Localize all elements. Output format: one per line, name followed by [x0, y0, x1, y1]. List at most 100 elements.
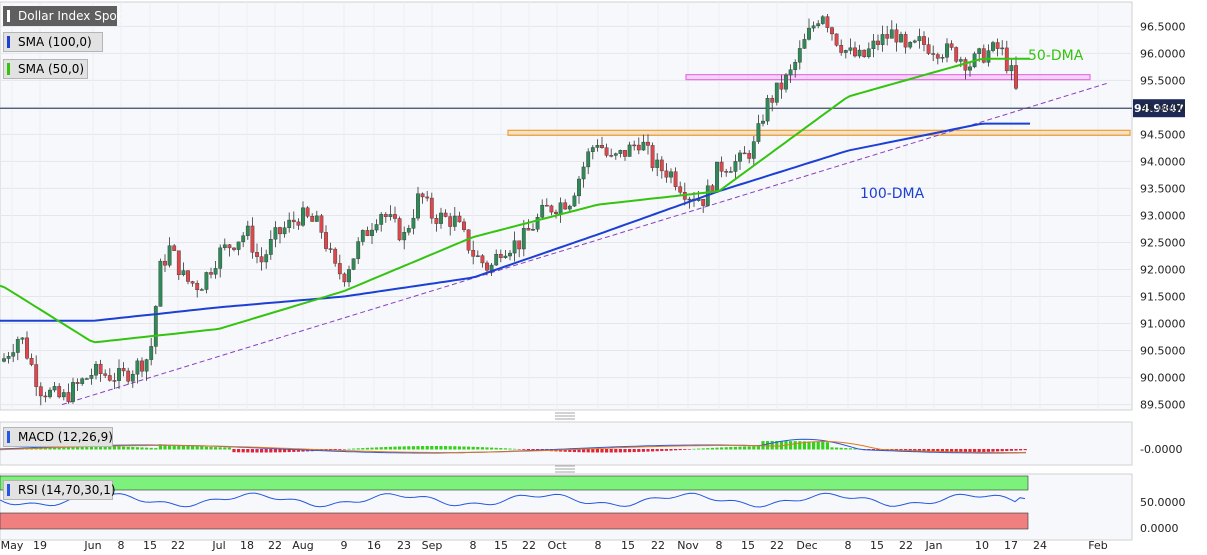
legend-sma100: SMA (100,0) [3, 32, 103, 52]
macd-histogram-bar [260, 449, 264, 453]
macd-histogram-bar [296, 449, 300, 452]
x-tick-label: Aug [292, 539, 313, 552]
macd-histogram-bar [793, 441, 797, 450]
grid [0, 1, 1133, 541]
candle-body [1009, 65, 1014, 72]
candle-body [130, 373, 135, 382]
macd-histogram-bar [434, 446, 438, 450]
candle-body [659, 159, 664, 172]
macd-histogram-bar [641, 449, 645, 452]
candle-body [701, 198, 706, 206]
candle-body [25, 337, 29, 359]
candle-body [347, 269, 351, 283]
macd-histogram-bar [669, 449, 673, 451]
candle-body [149, 346, 154, 360]
macd-histogram-bar [209, 446, 213, 450]
macd-histogram-bar [384, 446, 388, 450]
y-tick-label: 96.5000 [1140, 20, 1186, 33]
macd-histogram-bar [927, 449, 931, 453]
macd-histogram-bar [186, 445, 190, 450]
candle-body [66, 392, 71, 402]
macd-histogram-bar [697, 448, 701, 450]
macd-histogram-bar [706, 448, 710, 450]
macd-histogram-bar [467, 446, 471, 450]
candle-body [48, 389, 52, 398]
y-tick-label: 94.5000 [1140, 128, 1186, 141]
candle-body [853, 47, 857, 57]
x-tick-label: 8 [845, 539, 852, 552]
macd-histogram-bar [388, 446, 392, 450]
macd-histogram-bar [241, 449, 245, 453]
macd-histogram-bar [108, 446, 112, 450]
candle-body [75, 382, 80, 384]
x-tick-label: 10 [975, 539, 989, 552]
rsi-overbought-zone [0, 475, 1029, 491]
macd-histogram-bar [117, 446, 121, 450]
candle-body [98, 363, 103, 374]
macd-histogram-bar [1005, 449, 1009, 452]
candle-body [770, 98, 775, 103]
x-tick-label: 15 [870, 539, 884, 552]
x-tick-label: 23 [397, 539, 411, 552]
candle-body [963, 59, 968, 71]
candle-body [508, 252, 512, 257]
x-tick-label: 22 [651, 539, 665, 552]
candle-body [623, 150, 627, 157]
macd-histogram-bar [457, 446, 461, 450]
macd-histogram-bar [112, 446, 116, 450]
macd-histogram-bar [485, 447, 489, 450]
candle-body [885, 34, 890, 39]
candle-body [328, 248, 333, 250]
macd-histogram-bar [480, 447, 484, 450]
macd-histogram-bar [968, 449, 972, 453]
macd-histogram-bar [361, 448, 365, 450]
rsi-line [0, 492, 1026, 508]
macd-histogram-bar [531, 449, 535, 451]
candle-body [710, 185, 715, 192]
macd-histogram-bar [623, 449, 627, 453]
candle-body [291, 219, 296, 223]
candle-body [264, 254, 269, 263]
candle-body [29, 358, 34, 365]
candle-body [581, 166, 586, 180]
macd-histogram-bar [683, 449, 687, 450]
candle-body [586, 151, 591, 168]
candle-body [655, 159, 660, 168]
candle-body [245, 225, 250, 236]
macd-histogram-bar [871, 449, 875, 451]
legend-sma50: SMA (50,0) [3, 59, 88, 79]
macd-histogram-bar [347, 448, 351, 450]
candle-body [112, 380, 117, 382]
candle-body [61, 392, 66, 398]
candle-body [241, 235, 246, 243]
macd-histogram-bar [145, 447, 149, 450]
candle-body [324, 232, 328, 249]
candle-body [153, 306, 158, 347]
x-tick-label: 18 [240, 539, 254, 552]
macd-histogram-bar [80, 446, 84, 450]
macd-histogram-bar [724, 447, 728, 450]
macd-histogram-bar [444, 446, 448, 450]
candle-body [600, 145, 604, 148]
candle-body [411, 217, 416, 229]
candle-body [319, 215, 324, 233]
candle-body [15, 339, 20, 353]
macd-histogram-bar [356, 448, 360, 450]
macd-histogram-bar [729, 447, 733, 450]
macd-histogram-bar [490, 447, 494, 450]
candle-body [650, 145, 655, 168]
macd-histogram-bar [664, 449, 668, 451]
candle-body [839, 45, 844, 53]
candle-body [664, 170, 669, 178]
candle-body [816, 23, 821, 27]
macd-histogram-bar [237, 449, 241, 453]
macd-histogram-bar [646, 449, 650, 452]
macd-histogram-bar [660, 449, 664, 452]
candle-body [742, 152, 747, 155]
macd-histogram-bar [931, 449, 935, 453]
x-tick-label: Oct [547, 539, 567, 552]
candle-body [618, 150, 623, 154]
candle-body [526, 227, 531, 231]
macd-histogram-bar [632, 449, 636, 453]
candle-body [416, 193, 420, 219]
